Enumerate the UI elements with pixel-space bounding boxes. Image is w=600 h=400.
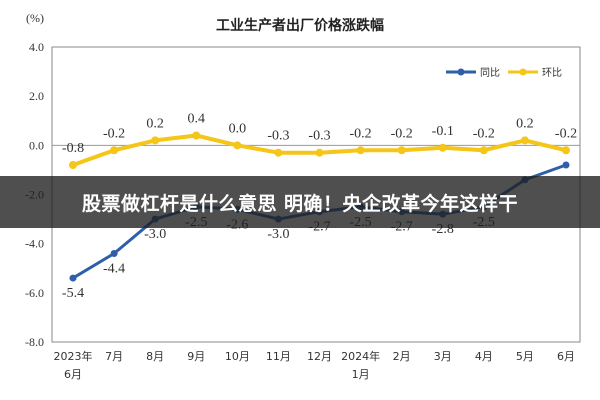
- x-tick-label: 1月: [352, 368, 370, 381]
- x-tick-label: 9月: [187, 350, 205, 363]
- y-tick-label: -8.0: [25, 335, 44, 349]
- x-tick-label: 3月: [434, 350, 452, 363]
- data-label: -0.3: [308, 129, 330, 144]
- data-point: [562, 161, 570, 169]
- data-label: -0.8: [62, 141, 84, 156]
- data-point: [110, 146, 119, 155]
- legend-marker-yoy: [457, 68, 465, 76]
- data-label: -3.0: [144, 227, 166, 242]
- data-label: -3.0: [267, 227, 289, 242]
- data-point: [356, 146, 365, 155]
- x-tick-label: 8月: [146, 350, 164, 363]
- data-label: 0.0: [229, 121, 247, 136]
- headline-text: 股票做杠杆是什么意思 明确！央企改革今年这样干: [81, 192, 519, 215]
- data-label: -0.1: [432, 124, 454, 139]
- data-point: [562, 146, 570, 155]
- data-point: [69, 161, 77, 169]
- data-point: [233, 141, 242, 150]
- x-tick-label: 10月: [225, 350, 250, 363]
- data-label: -0.2: [103, 126, 125, 141]
- y-tick-label: 4.0: [29, 40, 44, 54]
- data-label: 0.2: [516, 116, 534, 131]
- x-tick-label: 4月: [475, 350, 493, 363]
- legend-label-mom: 环比: [542, 67, 562, 79]
- data-label: -0.3: [267, 129, 289, 144]
- x-tick-labels: 2023年 6月 7月 8月 9月 10月 11月 12月 2024年 1月 2月 3月 4月 5月 6月: [54, 349, 576, 381]
- y-tick-label: -4.0: [25, 237, 44, 251]
- data-point: [69, 274, 77, 282]
- data-label: -4.4: [103, 262, 125, 277]
- legend-label-yoy: 同比: [480, 67, 500, 79]
- x-tick-label: 5月: [516, 350, 534, 363]
- data-point: [479, 146, 488, 155]
- legend-marker-mom: [519, 68, 527, 76]
- data-point: [274, 148, 283, 157]
- x-tick-label: 6月: [557, 350, 575, 363]
- data-label: -0.2: [555, 126, 577, 141]
- data-point: [438, 143, 447, 152]
- data-label: -0.2: [349, 126, 371, 141]
- legend: 同比 环比: [446, 67, 562, 79]
- data-point: [397, 146, 406, 155]
- data-label: 0.4: [188, 112, 206, 127]
- data-point: [520, 136, 529, 145]
- x-tick-label: 2023年: [54, 349, 93, 363]
- x-tick-label: 2024年: [341, 349, 380, 363]
- headline-banner: 股票做杠杆是什么意思 明确！央企改革今年这样干: [0, 176, 600, 228]
- x-tick-label: 2月: [393, 350, 411, 363]
- y-tick-label: 2.0: [29, 89, 44, 103]
- x-tick-label: 6月: [64, 368, 82, 381]
- x-tick-label: 7月: [105, 350, 123, 363]
- data-label: -0.2: [391, 126, 413, 141]
- y-unit-label: (%): [26, 11, 44, 25]
- data-point: [110, 250, 118, 257]
- data-point: [151, 136, 160, 145]
- data-label: -0.2: [473, 126, 495, 141]
- x-tick-label: 11月: [266, 350, 291, 363]
- y-tick-label: 0.0: [29, 138, 44, 152]
- data-label: -5.4: [62, 286, 84, 301]
- data-label: 0.2: [146, 116, 164, 131]
- data-point: [192, 131, 201, 140]
- y-tick-label: -6.0: [25, 286, 44, 300]
- chart-title: 工业生产者出厂价格涨跌幅: [216, 17, 384, 34]
- x-tick-label: 12月: [307, 350, 332, 363]
- data-point: [315, 148, 324, 157]
